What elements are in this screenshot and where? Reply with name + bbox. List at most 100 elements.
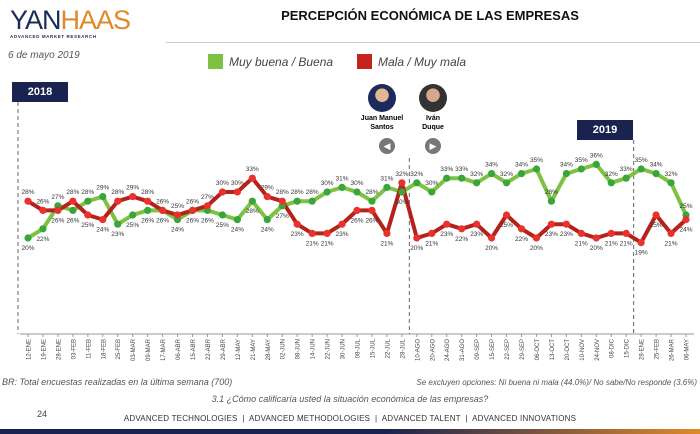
- data-label: 25%: [81, 222, 94, 229]
- avatar: [368, 84, 396, 112]
- data-point: [308, 197, 316, 205]
- x-tick-label: 29-SEP: [520, 339, 526, 360]
- data-point: [637, 239, 645, 247]
- data-label: 22%: [36, 236, 49, 243]
- data-label: 25%: [126, 222, 139, 229]
- x-tick-label: 29-ABR: [221, 338, 227, 360]
- data-label: 25%: [500, 222, 513, 229]
- x-tick-label: 11-FEB: [86, 339, 92, 359]
- data-point: [39, 225, 47, 233]
- data-point: [129, 211, 137, 219]
- data-label: 24%: [231, 227, 244, 234]
- data-label: 30%: [321, 180, 334, 187]
- chevron-right-icon[interactable]: ▶: [425, 138, 441, 154]
- avatar: [419, 84, 447, 112]
- data-label: 20%: [485, 245, 498, 252]
- person-name: Iván: [425, 115, 440, 122]
- data-point: [652, 211, 660, 219]
- data-point: [577, 165, 585, 173]
- data-label: 21%: [321, 240, 334, 247]
- legend-swatch: [357, 54, 372, 69]
- person-name: Juan Manuel: [360, 115, 404, 122]
- data-label: 34%: [560, 162, 573, 169]
- data-point: [293, 197, 301, 205]
- data-point: [517, 170, 526, 178]
- data-point: [592, 234, 600, 242]
- data-label: 28%: [246, 208, 259, 215]
- data-point: [577, 229, 585, 237]
- data-point: [263, 193, 271, 201]
- data-label: 33%: [455, 166, 468, 173]
- data-label: 26%: [36, 198, 49, 205]
- year-badge-2018: 2018: [12, 82, 68, 102]
- data-point: [607, 229, 615, 237]
- data-label: 21%: [575, 240, 588, 247]
- data-point: [398, 188, 406, 196]
- data-label: 21%: [620, 240, 633, 247]
- x-tick-label: 30-JUN: [341, 339, 347, 359]
- x-tick-label: 24-NOV: [595, 339, 601, 361]
- x-tick-label: 10-AGO: [415, 339, 421, 361]
- data-point: [562, 220, 570, 228]
- data-label: 23%: [545, 231, 558, 238]
- data-label: 20%: [21, 245, 34, 252]
- x-tick-label: 22-SEP: [505, 339, 511, 360]
- logo-subtitle: ADVANCED MARKET RESEARCH: [10, 34, 97, 39]
- x-tick-label: 15-JUL: [370, 338, 376, 358]
- data-label: 20%: [410, 245, 423, 252]
- data-label: 19%: [635, 250, 648, 257]
- data-point: [248, 197, 256, 205]
- data-point: [487, 234, 496, 242]
- data-point: [248, 174, 256, 182]
- x-tick-label: 09-MAR: [146, 338, 152, 361]
- data-point: [278, 197, 286, 205]
- x-tick-label: 18-FEB: [101, 339, 107, 359]
- data-point: [517, 225, 526, 233]
- data-label: 21%: [306, 240, 319, 247]
- data-label: 24%: [171, 227, 184, 234]
- person-santos: Juan Manuel Santos: [355, 84, 409, 132]
- data-label: 26%: [186, 217, 199, 224]
- data-label: 31%: [380, 175, 393, 182]
- data-label: 28%: [141, 189, 154, 196]
- data-point: [383, 183, 391, 191]
- data-label: 32%: [665, 171, 678, 178]
- x-tick-label: 20-OCT: [565, 339, 571, 361]
- data-label: 23%: [440, 231, 453, 238]
- x-tick-label: 03-FEB: [71, 339, 77, 359]
- data-label: 29%: [96, 185, 109, 192]
- data-point: [129, 193, 137, 201]
- data-point: [323, 229, 331, 237]
- x-tick-label: 06-ABR: [176, 338, 182, 360]
- data-point: [338, 220, 346, 228]
- data-point: [368, 197, 376, 205]
- person-name: Duque: [422, 124, 444, 131]
- legend-label: Mala / Muy mala: [378, 54, 467, 69]
- data-label: 32%: [470, 171, 483, 178]
- footer-tagline: ADVANCED TECHNOLOGIES | ADVANCED METHODO…: [123, 414, 577, 423]
- x-tick-label: 24-AGO: [445, 339, 451, 361]
- data-point: [293, 220, 301, 228]
- data-label: 34%: [515, 162, 528, 169]
- data-point: [413, 179, 421, 187]
- x-tick-label: 06-OCT: [535, 339, 541, 361]
- data-label: 30%: [395, 199, 408, 206]
- x-tick-label: 19-ENE: [41, 339, 47, 360]
- excluded-note: Se excluyen opciones: Ni buena ni mala (…: [416, 378, 697, 387]
- data-label: 28%: [111, 189, 124, 196]
- data-label: 32%: [395, 171, 408, 178]
- data-label: 28%: [306, 189, 319, 196]
- data-point: [144, 206, 152, 214]
- data-label: 26%: [365, 217, 378, 224]
- legend-item-bad: Mala / Muy mala: [357, 54, 466, 69]
- data-point: [682, 216, 690, 224]
- data-label: 24%: [96, 227, 109, 234]
- data-label: 23%: [111, 231, 124, 238]
- data-label: 23%: [560, 231, 573, 238]
- data-point: [398, 179, 406, 187]
- x-tick-label: 15-ABR: [191, 338, 197, 360]
- chevron-left-icon[interactable]: ◀: [379, 138, 395, 154]
- data-label: 21%: [425, 240, 438, 247]
- data-point: [353, 206, 361, 214]
- data-point: [547, 220, 556, 228]
